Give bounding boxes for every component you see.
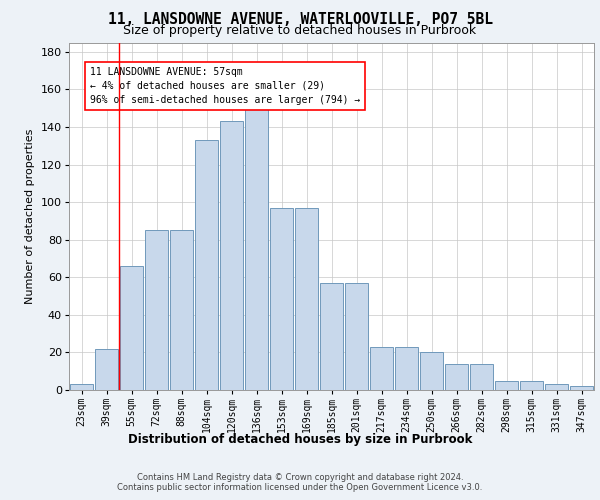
Bar <box>344 283 368 390</box>
Text: 11, LANSDOWNE AVENUE, WATERLOOVILLE, PO7 5BL: 11, LANSDOWNE AVENUE, WATERLOOVILLE, PO7… <box>107 12 493 28</box>
Y-axis label: Number of detached properties: Number of detached properties <box>25 128 35 304</box>
Bar <box>370 347 394 390</box>
Bar <box>545 384 568 390</box>
Bar <box>470 364 493 390</box>
Text: Contains public sector information licensed under the Open Government Licence v3: Contains public sector information licen… <box>118 484 482 492</box>
Bar <box>419 352 443 390</box>
Bar <box>445 364 469 390</box>
Text: Distribution of detached houses by size in Purbrook: Distribution of detached houses by size … <box>128 432 472 446</box>
Bar <box>95 348 118 390</box>
Text: Contains HM Land Registry data © Crown copyright and database right 2024.: Contains HM Land Registry data © Crown c… <box>137 472 463 482</box>
Bar <box>395 347 418 390</box>
Text: 11 LANSDOWNE AVENUE: 57sqm
← 4% of detached houses are smaller (29)
96% of semi-: 11 LANSDOWNE AVENUE: 57sqm ← 4% of detac… <box>90 67 361 105</box>
Bar <box>520 380 544 390</box>
Text: Size of property relative to detached houses in Purbrook: Size of property relative to detached ho… <box>124 24 476 37</box>
Bar <box>269 208 293 390</box>
Bar <box>194 140 218 390</box>
Bar <box>145 230 169 390</box>
Bar <box>170 230 193 390</box>
Bar <box>320 283 343 390</box>
Bar <box>220 122 244 390</box>
Bar <box>494 380 518 390</box>
Bar <box>119 266 143 390</box>
Bar <box>245 108 268 390</box>
Bar <box>70 384 94 390</box>
Bar <box>569 386 593 390</box>
Bar <box>295 208 319 390</box>
